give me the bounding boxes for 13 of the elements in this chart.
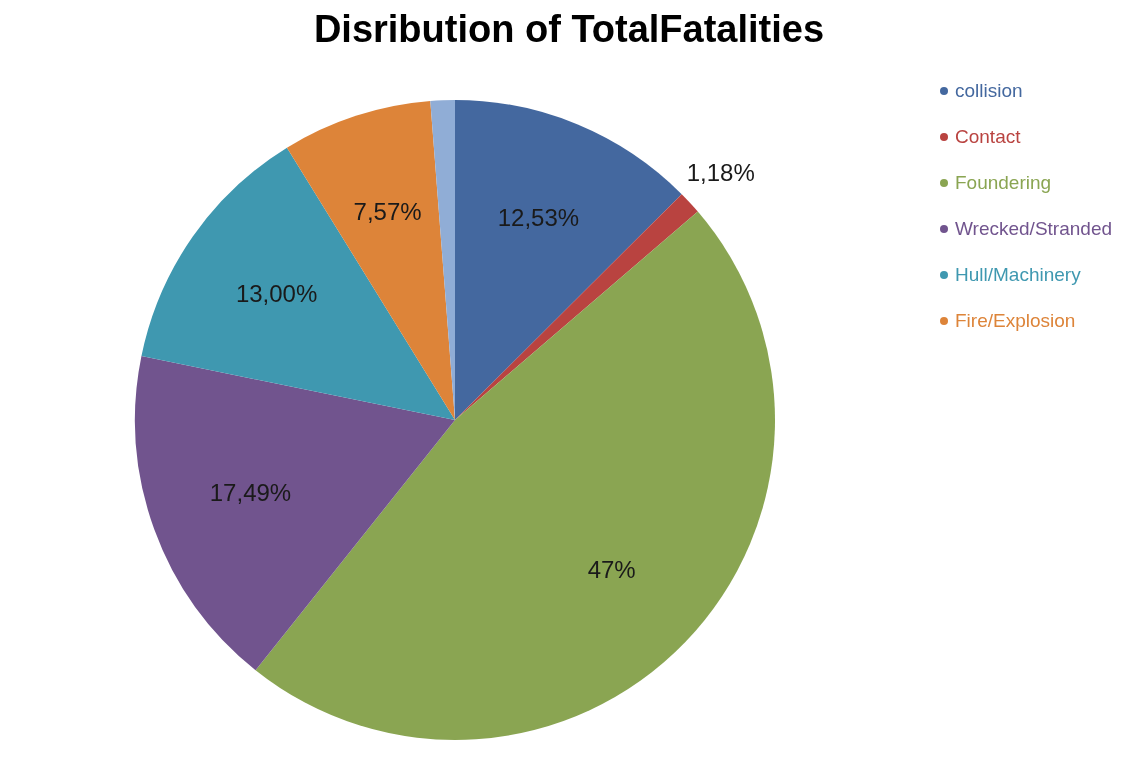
legend-label: Contact	[955, 126, 1021, 148]
data-label: 1,18%	[686, 158, 755, 186]
data-label: 13,00%	[235, 280, 318, 308]
chart-title: Disribution of TotalFatalities	[312, 8, 826, 51]
legend-label: Fire/Explosion	[955, 310, 1076, 332]
legend-label: Hull/Machinery	[955, 264, 1081, 286]
legend-label: collision	[955, 80, 1023, 102]
data-label: 47%	[587, 555, 636, 583]
legend-label: Foundering	[955, 172, 1052, 194]
data-label: 17,49%	[209, 478, 292, 506]
data-label: 12,53%	[497, 203, 580, 231]
legend-label: Wrecked/Stranded	[955, 218, 1113, 240]
data-label: 7,57%	[353, 197, 422, 225]
